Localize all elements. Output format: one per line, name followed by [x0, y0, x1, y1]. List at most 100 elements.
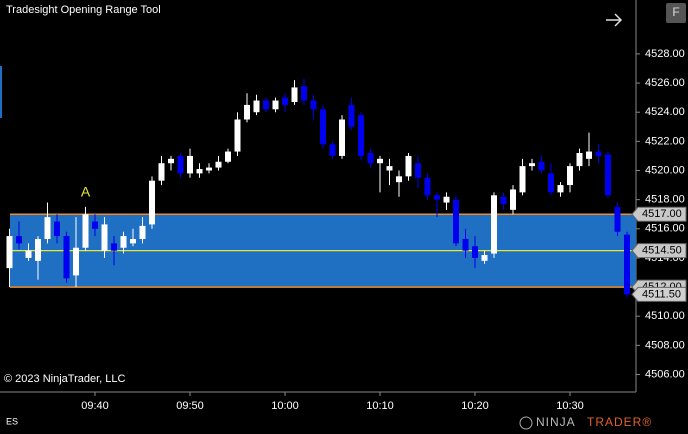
f-button[interactable]	[666, 3, 686, 23]
y-tick-label: 4506.00	[645, 368, 685, 380]
price-flag	[631, 243, 687, 259]
candle-body	[35, 238, 41, 261]
candle-body	[253, 100, 260, 113]
candle-body	[215, 161, 222, 168]
candle-body	[6, 236, 13, 269]
price-flag	[631, 206, 687, 222]
candle-body	[624, 234, 630, 295]
logo-icon	[519, 416, 533, 430]
candle-body	[111, 243, 117, 251]
candle-body	[44, 217, 51, 239]
candle-body	[415, 163, 421, 178]
annotation: A	[81, 184, 91, 200]
arrow-icon[interactable]	[606, 13, 623, 27]
candle-body	[187, 155, 193, 174]
copyright: © 2023 NinjaTrader, LLC	[4, 373, 125, 385]
y-tick-label: 4522.00	[645, 135, 685, 147]
window-title: Tradesight Opening Range Tool	[6, 4, 161, 16]
candle-body	[329, 144, 336, 156]
candle-body	[310, 100, 317, 110]
candle-body	[120, 236, 127, 248]
logo-first: NINJA	[536, 415, 576, 429]
price-flag-label: 4514.50	[642, 245, 682, 257]
candle-body	[130, 238, 136, 244]
candle-body	[101, 224, 108, 251]
candle-body	[348, 104, 355, 127]
candle-body	[358, 115, 364, 156]
candle-body	[168, 158, 174, 164]
candle-body	[139, 225, 146, 239]
x-tick-label: 10:00	[271, 400, 299, 412]
candle-body	[234, 119, 241, 152]
candle-body	[443, 196, 450, 203]
y-tick-label: 4524.00	[645, 106, 685, 118]
logo-second: TRADER®	[587, 415, 652, 429]
candle-body	[196, 169, 203, 174]
candle-body	[339, 119, 345, 156]
candle-body	[82, 214, 89, 248]
candle-body	[63, 236, 70, 279]
x-tick-label: 10:10	[366, 400, 394, 412]
y-tick-label: 4508.00	[645, 339, 685, 351]
price-flag-label: 4511.50	[642, 288, 681, 300]
candle-body	[538, 161, 545, 171]
y-tick-label: 4510.00	[645, 310, 685, 322]
candle-body	[54, 221, 60, 237]
f-button-label[interactable]: F	[672, 5, 679, 19]
candle-body	[291, 87, 298, 103]
candle-body	[244, 104, 250, 120]
candle-body	[491, 195, 497, 254]
candle-body	[519, 166, 526, 193]
candle-body	[453, 199, 459, 244]
candle-body	[92, 221, 98, 229]
candle-body	[500, 196, 507, 205]
candle-body	[386, 166, 393, 171]
candle-body	[595, 151, 602, 156]
candle-body	[396, 176, 402, 183]
candle-body	[405, 155, 412, 177]
candle-body	[510, 189, 516, 210]
y-tick-label: 4516.00	[645, 223, 685, 235]
candle-body	[529, 163, 535, 167]
candle-body	[367, 153, 374, 164]
candle-body	[158, 163, 165, 181]
side-marker	[0, 66, 2, 118]
candle-body	[263, 100, 269, 110]
candle-body	[472, 246, 478, 258]
candle-body	[586, 151, 592, 159]
x-tick-label: 09:50	[176, 400, 204, 412]
candle-body	[605, 154, 611, 196]
candle-body	[462, 238, 469, 251]
y-tick-label: 4526.00	[645, 77, 685, 89]
x-tick-label: 09:40	[81, 400, 109, 412]
candle-body	[481, 255, 488, 261]
candle-body	[149, 180, 155, 225]
instrument-label: ES	[6, 416, 18, 426]
candle-body	[177, 155, 184, 174]
plot-area: A	[6, 78, 636, 298]
candle-body	[25, 250, 32, 258]
candle-body	[206, 167, 212, 171]
price-flag-label: 4517.00	[642, 208, 682, 220]
candle-body	[424, 177, 431, 196]
candle-body	[282, 97, 288, 105]
x-tick-label: 10:30	[556, 400, 584, 412]
candle-body	[377, 158, 383, 164]
candle-body	[548, 173, 554, 193]
price-flag	[631, 286, 687, 302]
candle-body	[301, 85, 307, 101]
candle-body	[73, 247, 79, 276]
candle-body	[614, 206, 621, 232]
candle-body	[320, 109, 326, 145]
candle-body	[225, 151, 231, 162]
candle-body	[576, 153, 583, 167]
y-tick-label: 4518.00	[645, 194, 685, 206]
candle-body	[567, 166, 573, 186]
candle-body	[434, 195, 440, 200]
candle-body	[557, 185, 564, 193]
x-tick-label: 10:20	[461, 400, 489, 412]
y-tick-label: 4520.00	[645, 164, 685, 176]
y-tick-label: 4528.00	[645, 48, 685, 60]
candle-body	[272, 100, 279, 110]
